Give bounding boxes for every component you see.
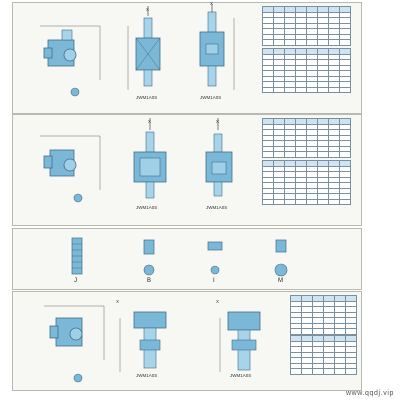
accessory-i-part xyxy=(207,241,223,275)
accessory-caption-j: J xyxy=(74,278,77,284)
model-label-b2-1: JWM1A0S xyxy=(136,205,158,210)
accessory-b-part xyxy=(143,239,155,276)
accessory-caption-m: M xyxy=(278,278,283,284)
spec-table-4 xyxy=(262,160,351,205)
watermark: www.qqdj.vip xyxy=(345,390,394,397)
model-label-b2-2: JWM1A0S xyxy=(206,205,228,210)
x-arrow-label-6: X xyxy=(216,299,220,304)
panel1-front-view-2 xyxy=(199,4,235,90)
panel2-front-view-2 xyxy=(205,118,233,197)
accessory-j-part xyxy=(71,237,83,275)
spec-table-6 xyxy=(290,335,357,375)
accessory-caption-b: B xyxy=(147,278,152,284)
spec-table-3 xyxy=(262,118,351,158)
x-arrow-label-4: X xyxy=(216,119,220,124)
model-label-b1-1: JWM1A0S xyxy=(136,95,158,100)
accessory-caption-i: I xyxy=(213,278,215,284)
x-arrow-label-5: X xyxy=(116,299,120,304)
model-label-b1-2: JWM1A0S xyxy=(200,95,222,100)
panel1-side-view xyxy=(40,25,101,97)
panel1-front-view-1 xyxy=(127,6,161,90)
x-arrow-label-3: X xyxy=(148,119,152,124)
accessory-panel xyxy=(12,228,362,290)
model-label-b4-2: JWM1A0S xyxy=(230,373,252,378)
spec-table-5 xyxy=(290,295,357,335)
panel2-side-view xyxy=(40,135,101,203)
panel4-front-view-2 xyxy=(219,311,261,372)
x-arrow-label-1: X xyxy=(146,7,150,12)
panel2-front-view-1 xyxy=(133,118,167,199)
panel4-side-view xyxy=(44,305,105,383)
accessory-m-part xyxy=(274,239,288,277)
spec-table-1 xyxy=(262,6,351,46)
model-label-b4-1: JWM1A0S xyxy=(136,373,158,378)
x-arrow-label-2: X xyxy=(210,1,214,6)
spec-table-2 xyxy=(262,48,351,93)
panel4-front-view-1 xyxy=(119,311,167,372)
